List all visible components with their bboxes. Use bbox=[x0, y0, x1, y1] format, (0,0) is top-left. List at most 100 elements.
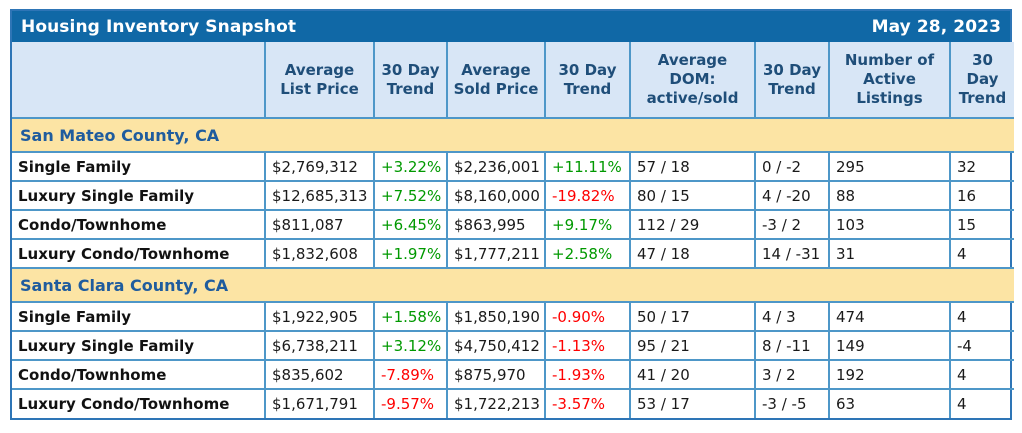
table-body: San Mateo County, CA Single Family $2,769,… bbox=[12, 117, 1014, 418]
housing-inventory-table: Housing Inventory Snapshot May 28, 2023 … bbox=[10, 9, 1014, 420]
cell-sold-trend: +2.58% bbox=[544, 238, 631, 269]
cell-list-trend: +3.22% bbox=[373, 151, 448, 182]
cell-dom-trend: 3 / 2 bbox=[754, 359, 830, 390]
cell-list-trend: +3.12% bbox=[373, 330, 448, 361]
table-row: Single Family $1,922,905 +1.58% $1,850,190-… bbox=[12, 301, 1014, 332]
cell-listings-trend: 16 bbox=[949, 180, 1014, 211]
table-row: Luxury Single Family $12,685,313 +7.52% $8,… bbox=[12, 180, 1014, 211]
cell-listings-trend: 4 bbox=[949, 301, 1014, 332]
cell-list-trend: -9.57% bbox=[373, 388, 448, 418]
cell-listings-trend: 32 bbox=[949, 151, 1014, 182]
section-header-row: Santa Clara County, CA bbox=[12, 267, 1014, 303]
cell-dom-trend: -3 / 2 bbox=[754, 209, 830, 240]
table-header: Average List Price 30 Day Trend Average … bbox=[12, 42, 1014, 119]
cell-dom: 80 / 15 bbox=[629, 180, 756, 211]
cell-listings-trend: 4 bbox=[949, 359, 1014, 390]
cell-avg-sold-price: $863,995 bbox=[446, 209, 546, 240]
cell-avg-sold-price: $1,850,190 bbox=[446, 301, 546, 332]
col-header-avg-list-price: Average List Price bbox=[264, 42, 375, 119]
cell-avg-list-price: $835,602 bbox=[264, 359, 375, 390]
section-title: Santa Clara County, CA bbox=[12, 267, 1014, 303]
cell-dom: 53 / 17 bbox=[629, 388, 756, 418]
table-row: Single Family $2,769,312 +3.22% $2,236,001 +… bbox=[12, 151, 1014, 182]
cell-dom-trend: 8 / -11 bbox=[754, 330, 830, 361]
cell-avg-sold-price: $875,970 bbox=[446, 359, 546, 390]
cell-avg-list-price: $12,685,313 bbox=[264, 180, 375, 211]
cell-dom: 50 / 17 bbox=[629, 301, 756, 332]
row-label: Condo/Townhome bbox=[12, 359, 266, 390]
title-bar: Housing Inventory Snapshot May 28, 2023 bbox=[12, 11, 1010, 42]
cell-dom: 41 / 20 bbox=[629, 359, 756, 390]
cell-listings-trend: 4 bbox=[949, 388, 1014, 418]
cell-dom: 57 / 18 bbox=[629, 151, 756, 182]
row-label: Luxury Single Family bbox=[12, 180, 266, 211]
cell-dom-trend: -3 / -5 bbox=[754, 388, 830, 418]
cell-avg-list-price: $1,671,791 bbox=[264, 388, 375, 418]
row-label: Single Family bbox=[12, 301, 266, 332]
table-row: Luxury Single Family $6,738,211 +3.12% $4,7… bbox=[12, 330, 1014, 361]
cell-list-trend: +7.52% bbox=[373, 180, 448, 211]
cell-listings-trend: -4 bbox=[949, 330, 1014, 361]
cell-active-listings: 474 bbox=[828, 301, 951, 332]
cell-list-trend: -7.89% bbox=[373, 359, 448, 390]
cell-list-trend: +1.58% bbox=[373, 301, 448, 332]
cell-avg-list-price: $2,769,312 bbox=[264, 151, 375, 182]
col-header-avg-sold-price: Average Sold Price bbox=[446, 42, 546, 119]
cell-sold-trend: -0.90% bbox=[544, 301, 631, 332]
cell-avg-sold-price: $1,777,211 bbox=[446, 238, 546, 269]
col-header-active-listings: Number of Active Listings bbox=[828, 42, 951, 119]
cell-list-trend: +6.45% bbox=[373, 209, 448, 240]
cell-sold-trend: -3.57% bbox=[544, 388, 631, 418]
cell-avg-sold-price: $2,236,001 bbox=[446, 151, 546, 182]
col-header-sold-trend: 30 Day Trend bbox=[544, 42, 631, 119]
cell-sold-trend: -19.82% bbox=[544, 180, 631, 211]
cell-avg-list-price: $6,738,211 bbox=[264, 330, 375, 361]
row-label: Luxury Condo/Townhome bbox=[12, 238, 266, 269]
cell-sold-trend: +11.11% bbox=[544, 151, 631, 182]
section-header-row: San Mateo County, CA bbox=[12, 117, 1014, 153]
cell-dom-trend: 4 / 3 bbox=[754, 301, 830, 332]
cell-dom: 95 / 21 bbox=[629, 330, 756, 361]
cell-active-listings: 295 bbox=[828, 151, 951, 182]
cell-sold-trend: +9.17% bbox=[544, 209, 631, 240]
row-label: Luxury Single Family bbox=[12, 330, 266, 361]
cell-active-listings: 192 bbox=[828, 359, 951, 390]
col-header-dom-trend: 30 Day Trend bbox=[754, 42, 830, 119]
cell-dom: 112 / 29 bbox=[629, 209, 756, 240]
row-label: Luxury Condo/Townhome bbox=[12, 388, 266, 418]
cell-listings-trend: 4 bbox=[949, 238, 1014, 269]
cell-active-listings: 88 bbox=[828, 180, 951, 211]
cell-avg-list-price: $1,832,608 bbox=[264, 238, 375, 269]
cell-avg-list-price: $1,922,905 bbox=[264, 301, 375, 332]
col-header-list-trend: 30 Day Trend bbox=[373, 42, 448, 119]
cell-sold-trend: -1.13% bbox=[544, 330, 631, 361]
cell-active-listings: 31 bbox=[828, 238, 951, 269]
row-label: Condo/Townhome bbox=[12, 209, 266, 240]
cell-list-trend: +1.97% bbox=[373, 238, 448, 269]
cell-dom: 47 / 18 bbox=[629, 238, 756, 269]
report-date: May 28, 2023 bbox=[871, 16, 1001, 37]
col-header-avg-dom: Average DOM: active/sold bbox=[629, 42, 756, 119]
cell-avg-sold-price: $1,722,213 bbox=[446, 388, 546, 418]
cell-active-listings: 63 bbox=[828, 388, 951, 418]
cell-avg-sold-price: $4,750,412 bbox=[446, 330, 546, 361]
cell-active-listings: 103 bbox=[828, 209, 951, 240]
data-table: Average List Price 30 Day Trend Average … bbox=[12, 42, 1014, 418]
cell-sold-trend: -1.93% bbox=[544, 359, 631, 390]
cell-dom-trend: 0 / -2 bbox=[754, 151, 830, 182]
cell-avg-list-price: $811,087 bbox=[264, 209, 375, 240]
col-header-blank bbox=[12, 42, 266, 119]
cell-avg-sold-price: $8,160,000 bbox=[446, 180, 546, 211]
cell-dom-trend: 4 / -20 bbox=[754, 180, 830, 211]
header-row: Average List Price 30 Day Trend Average … bbox=[12, 42, 1014, 119]
table-row: Luxury Condo/Townhome $1,671,791 -9.57% $1,… bbox=[12, 388, 1014, 418]
table-row: Condo/Townhome $811,087 +6.45% $863,995 +9.1… bbox=[12, 209, 1014, 240]
page-title: Housing Inventory Snapshot bbox=[21, 16, 297, 37]
cell-active-listings: 149 bbox=[828, 330, 951, 361]
cell-listings-trend: 15 bbox=[949, 209, 1014, 240]
cell-dom-trend: 14 / -31 bbox=[754, 238, 830, 269]
row-label: Single Family bbox=[12, 151, 266, 182]
section-title: San Mateo County, CA bbox=[12, 117, 1014, 153]
table-row: Condo/Townhome $835,602 -7.89% $875,970 -1.9… bbox=[12, 359, 1014, 390]
table-row: Luxury Condo/Townhome $1,832,608 +1.97% $1,… bbox=[12, 238, 1014, 269]
